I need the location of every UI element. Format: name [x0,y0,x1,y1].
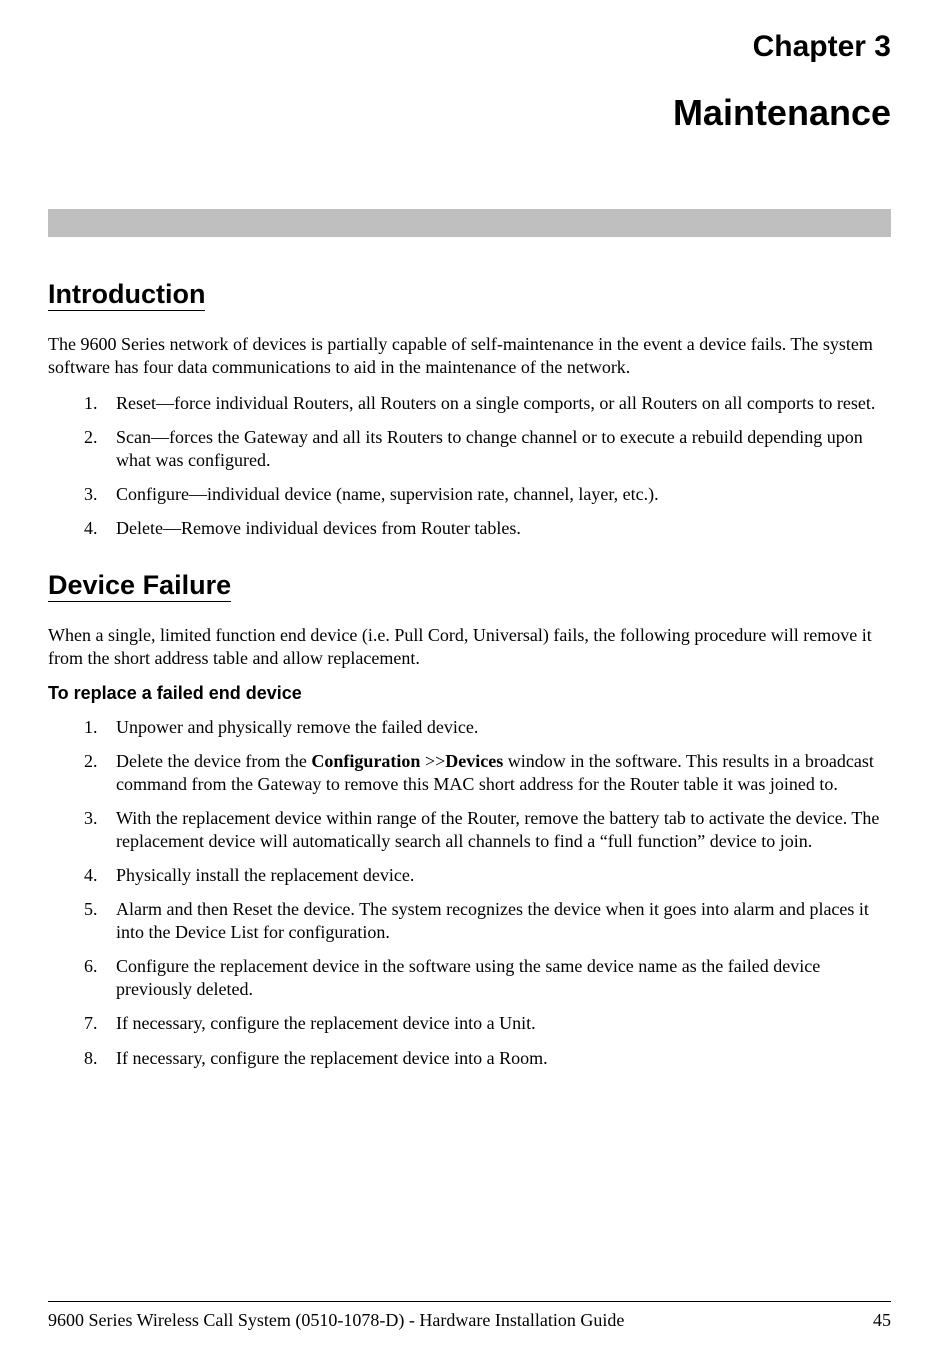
chapter-title: Maintenance [48,92,891,134]
list-item-text: Reset—force individual Routers, all Rout… [116,393,875,413]
list-item-text: With the replacement device within range… [116,808,879,851]
list-item: 4.Physically install the replacement dev… [84,864,891,887]
list-item-text: Physically install the replacement devic… [116,865,414,885]
list-item-text: Configure—individual device (name, super… [116,484,659,504]
list-item: 4.Delete—Remove individual devices from … [84,517,891,540]
list-item: 6.Configure the replacement device in th… [84,955,891,1001]
list-item-text: If necessary, configure the replacement … [116,1013,536,1033]
footer-page-number: 45 [873,1310,891,1331]
footer-left: 9600 Series Wireless Call System (0510-1… [48,1310,624,1331]
list-item: 5.Alarm and then Reset the device. The s… [84,898,891,944]
list-item: 8.If necessary, configure the replacemen… [84,1047,891,1070]
device-failure-body: When a single, limited function end devi… [48,624,891,669]
list-item-text: If necessary, configure the replacement … [116,1048,548,1068]
chapter-label: Chapter 3 [48,30,891,64]
list-item: 2.Scan—forces the Gateway and all its Ro… [84,426,891,472]
introduction-heading: Introduction [48,279,205,311]
device-failure-section: Device Failure When a single, limited fu… [48,570,891,1069]
list-item-text: Unpower and physically remove the failed… [116,717,478,737]
list-item: 3.Configure—individual device (name, sup… [84,483,891,506]
introduction-body: The 9600 Series network of devices is pa… [48,333,891,378]
list-item-text: Configure the replacement device in the … [116,956,820,999]
device-failure-heading: Device Failure [48,570,231,602]
page-footer: 9600 Series Wireless Call System (0510-1… [48,1301,891,1331]
list-item: 7.If necessary, configure the replacemen… [84,1012,891,1035]
introduction-list: 1.Reset—force individual Routers, all Ro… [48,392,891,540]
replace-device-list: 1.Unpower and physically remove the fail… [48,716,891,1069]
list-item-text: Delete the device from the Configuration… [116,751,874,794]
replace-device-subheading: To replace a failed end device [48,683,891,704]
decorative-bar [48,209,891,237]
introduction-section: Introduction The 9600 Series network of … [48,279,891,540]
list-item-text: Scan—forces the Gateway and all its Rout… [116,427,863,470]
list-item-text: Delete—Remove individual devices from Ro… [116,518,521,538]
list-item: 1.Unpower and physically remove the fail… [84,716,891,739]
list-item: 2.Delete the device from the Configurati… [84,750,891,796]
list-item: 1.Reset—force individual Routers, all Ro… [84,392,891,415]
list-item-text: Alarm and then Reset the device. The sys… [116,899,869,942]
list-item: 3.With the replacement device within ran… [84,807,891,853]
